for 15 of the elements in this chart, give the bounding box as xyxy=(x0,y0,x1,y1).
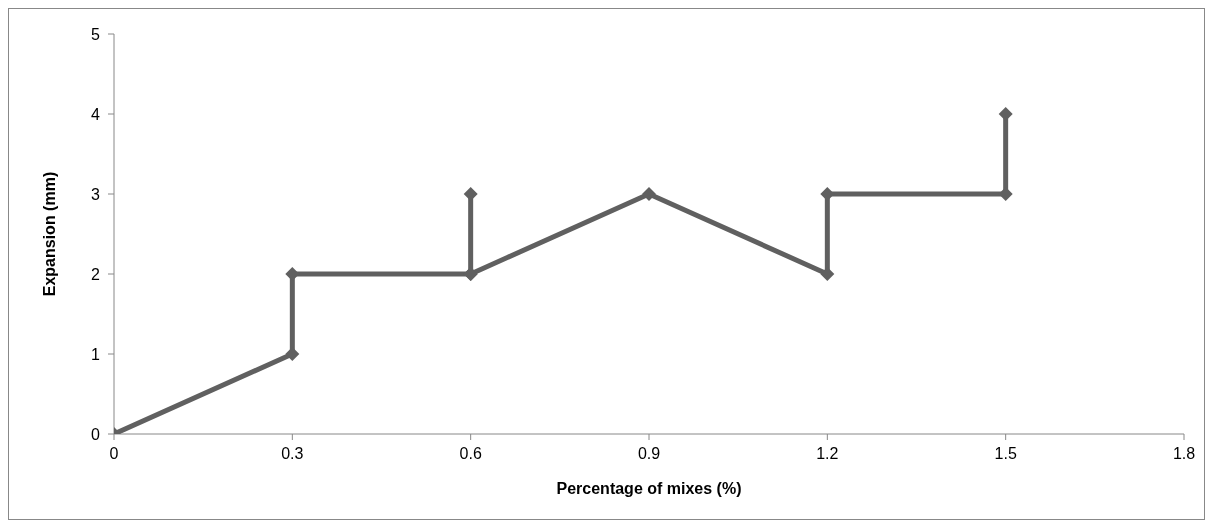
x-tick-label: 1.5 xyxy=(994,445,1017,463)
y-tick-label: 0 xyxy=(91,425,101,443)
y-tick-label: 3 xyxy=(91,185,101,203)
x-tick-label: 0.9 xyxy=(637,445,661,463)
y-axis-title: Expansion (mm) xyxy=(40,171,58,297)
x-tick-label: 1.8 xyxy=(1172,445,1196,463)
y-tick-label: 1 xyxy=(91,345,101,363)
x-tick-label: 1.2 xyxy=(816,445,839,463)
y-tick-label: 5 xyxy=(91,25,101,43)
x-axis-title: Percentage of mixes (%) xyxy=(556,480,742,497)
y-tick-label: 4 xyxy=(91,105,101,123)
x-tick-label: 0.6 xyxy=(459,445,482,463)
x-tick-label: 0.3 xyxy=(281,445,304,463)
x-tick-label: 0 xyxy=(109,445,119,463)
y-tick-label: 2 xyxy=(91,265,101,283)
